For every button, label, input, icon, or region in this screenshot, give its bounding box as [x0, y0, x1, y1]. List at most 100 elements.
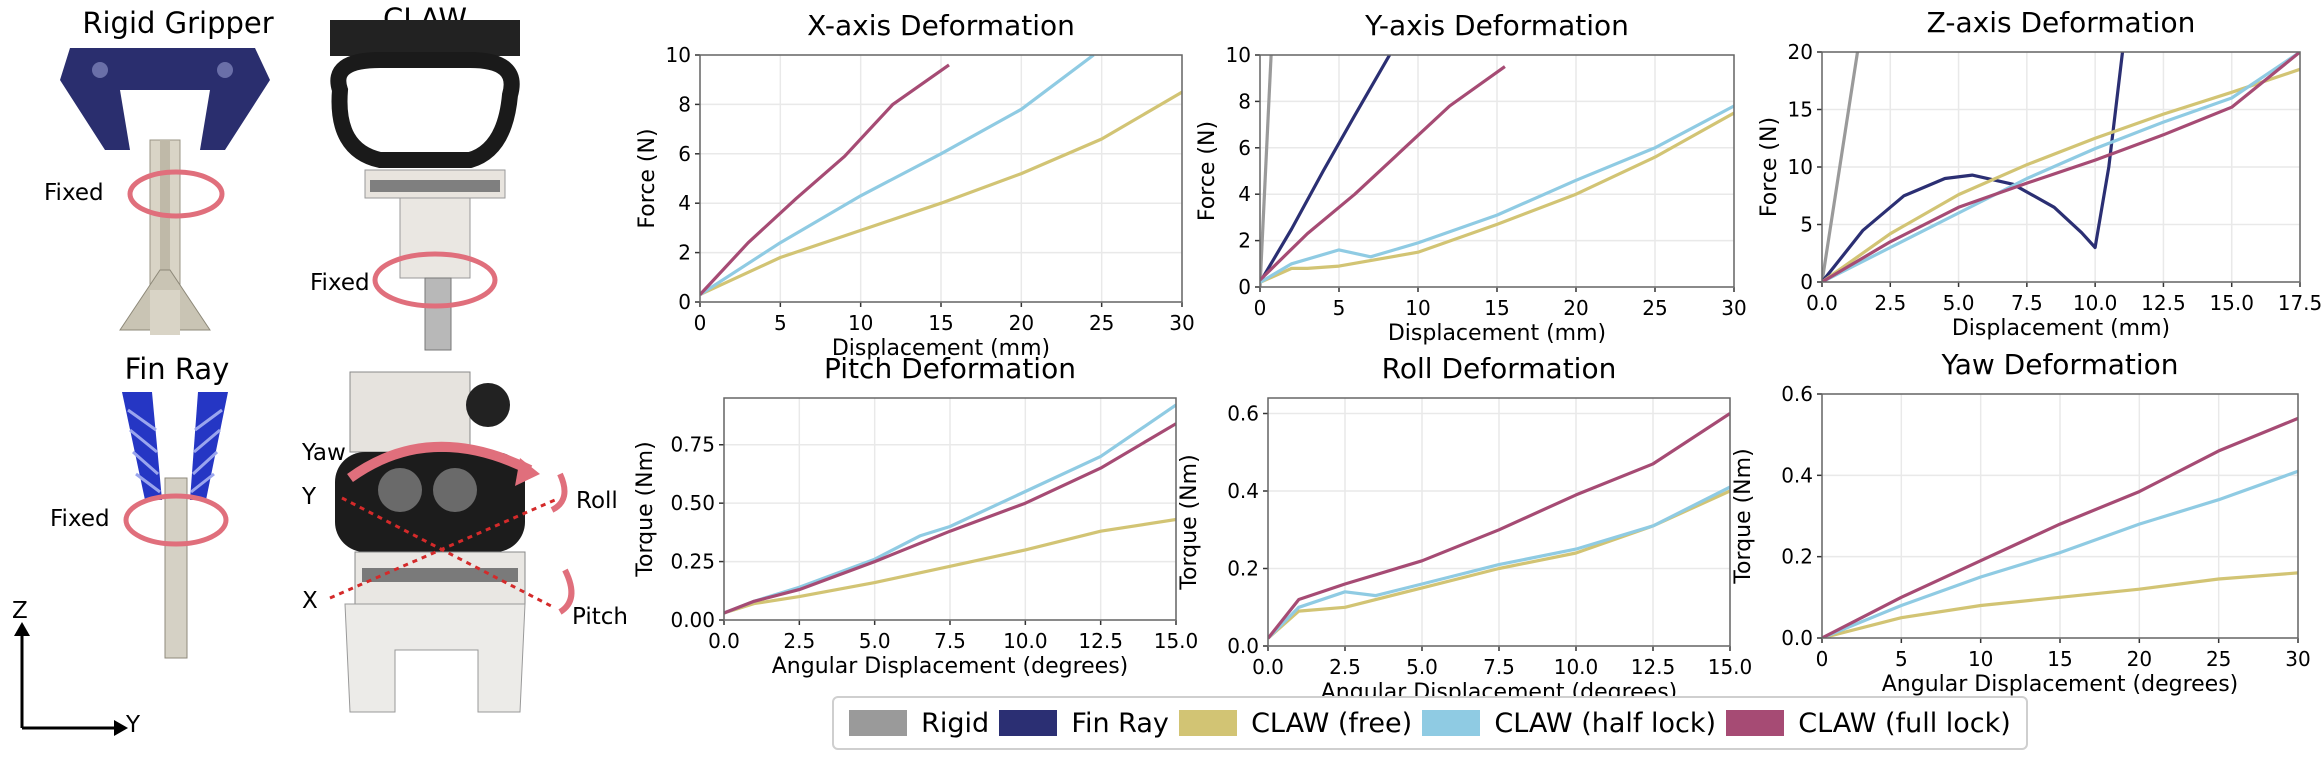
y-axis-label: Torque (Nm) — [1177, 454, 1202, 590]
x-axis-label: Angular Displacement (degrees) — [1882, 672, 2239, 697]
y-tick-label: 8 — [678, 92, 691, 116]
axis-z-label: Z — [12, 598, 28, 624]
y-tick-label: 0.2 — [1227, 557, 1259, 581]
fin-ray-image — [122, 392, 228, 659]
fixed-label-finray: Fixed — [50, 506, 110, 532]
series-line-rigid — [1260, 55, 1273, 287]
rigid-gripper-title: Rigid Gripper — [82, 6, 274, 40]
x-tick-label: 12.5 — [1078, 629, 1123, 653]
fixed-label-claw: Fixed — [310, 270, 370, 296]
series-line-full — [1268, 412, 1730, 640]
x-tick-label: 5.0 — [1406, 655, 1438, 679]
y-tick-label: 4 — [678, 191, 691, 215]
legend-label: Rigid — [921, 707, 990, 739]
claw-image-top — [330, 20, 520, 351]
chart-title: Z-axis Deformation — [1927, 6, 2196, 39]
y-axis-label: Torque (Nm) — [633, 441, 658, 577]
series-line-free — [1822, 67, 2300, 282]
series-line-full — [1822, 52, 2300, 282]
plot-frame — [1821, 51, 2301, 283]
y-tick-label: 5 — [1800, 213, 1813, 237]
x-tick-label: 0.0 — [1252, 655, 1284, 679]
fixed-circle-rigid — [127, 169, 225, 219]
chart-title: Roll Deformation — [1382, 352, 1617, 385]
y-tick-label: 0.6 — [1227, 402, 1259, 426]
x-tick-label: 15.0 — [1708, 655, 1753, 679]
legend-swatch — [1422, 710, 1481, 736]
chart-2: 0.0 2.5 5.0 7.5 10.0 12.5 15.0 17.5 0 5 10 15 20 Z-ax… — [1757, 6, 2322, 341]
x-tick-label: 10 — [1405, 296, 1430, 320]
claw-image-bottom — [329, 371, 575, 713]
y-tick-label: 0.50 — [670, 491, 715, 515]
y-tick-label: 8 — [1238, 89, 1251, 113]
y-tick-label: 10 — [1226, 43, 1251, 67]
x-tick-label: 15.0 — [2209, 291, 2254, 315]
x-tick-label: 5 — [1333, 296, 1346, 320]
series-line-half — [1268, 485, 1730, 640]
y-tick-label: 6 — [678, 142, 691, 166]
x-tick-label: 5.0 — [1943, 291, 1975, 315]
y-tick-label: 0 — [1800, 270, 1813, 294]
x-tick-label: 0.0 — [708, 629, 740, 653]
fixed-circle-finray — [123, 493, 229, 547]
chart-5: 0 5 10 15 20 25 30 0.0 0.2 0.4 0.6 Yaw Deformation A… — [1731, 348, 2311, 697]
x-tick-label: 2.5 — [1874, 291, 1906, 315]
plot-frame — [1267, 397, 1731, 647]
x-tick-label: 15 — [1484, 296, 1509, 320]
x-axis-label: Angular Displacement (degrees) — [772, 654, 1129, 679]
legend-swatch — [1726, 710, 1785, 736]
series-line-half — [1822, 52, 2300, 282]
y-tick-label: 0 — [1238, 275, 1251, 299]
axes-indicator — [14, 622, 128, 736]
x-tick-label: 12.5 — [2141, 291, 2186, 315]
gripper-illustrations — [14, 20, 575, 736]
chart-title: Yaw Deformation — [1940, 348, 2178, 381]
x-tick-label: 15.0 — [1154, 629, 1199, 653]
x-tick-label: 30 — [2285, 647, 2310, 671]
x-tick-label: 15 — [2047, 647, 2072, 671]
series-line-full — [1822, 416, 2298, 638]
x-tick-label: 0.0 — [1806, 291, 1838, 315]
y-axis-label: Force (N) — [635, 128, 660, 228]
y-tick-label: 15 — [1788, 98, 1813, 122]
legend-item-half: CLAW (half lock) — [1422, 708, 1716, 739]
plot-frame — [699, 54, 1183, 303]
legend-item-free: CLAW (free) — [1179, 708, 1412, 739]
x-tick-label: 10 — [1968, 647, 1993, 671]
x-tick-label: 30 — [1169, 311, 1194, 335]
y-axis-label: Force (N) — [1195, 121, 1220, 221]
legend-item-finray: Fin Ray — [999, 708, 1169, 739]
x-tick-label: 10.0 — [2073, 291, 2118, 315]
legend-swatch — [999, 710, 1058, 736]
y-label: Y — [302, 484, 317, 510]
y-tick-label: 10 — [666, 43, 691, 67]
legend-label: CLAW (free) — [1251, 707, 1413, 739]
y-tick-label: 0.4 — [1781, 463, 1813, 487]
fixed-label-rigid: Fixed — [44, 180, 104, 206]
fin-ray-title: Fin Ray — [124, 352, 230, 386]
yaw-label: Yaw — [302, 440, 346, 466]
x-tick-label: 5 — [1895, 647, 1908, 671]
y-tick-label: 0.00 — [670, 608, 715, 632]
plot-frame — [1821, 393, 2299, 639]
x-tick-label: 25 — [1642, 296, 1667, 320]
x-tick-label: 5 — [774, 311, 787, 335]
x-axis-label: Displacement (mm) — [832, 336, 1050, 361]
series-line-free — [1260, 111, 1734, 284]
legend-item-full: CLAW (full lock) — [1726, 708, 2011, 739]
y-tick-label: 0.0 — [1227, 634, 1259, 658]
x-tick-label: 7.5 — [2011, 291, 2043, 315]
chart-title: Pitch Deformation — [824, 352, 1076, 385]
x-tick-label: 2.5 — [1329, 655, 1361, 679]
y-tick-label: 0.4 — [1227, 479, 1259, 503]
legend-swatch — [1179, 710, 1238, 736]
x-tick-label: 15 — [928, 311, 953, 335]
x-axis-label: Angular Displacement (degrees) — [1321, 680, 1678, 700]
x-tick-label: 20 — [1009, 311, 1034, 335]
x-label: X — [302, 588, 318, 614]
chart-3: 0.0 2.5 5.0 7.5 10.0 12.5 15.0 0.00 0.25 0.50 0.75… — [633, 352, 1198, 679]
series-line-free — [724, 517, 1176, 615]
x-tick-label: 25 — [2206, 647, 2231, 671]
y-tick-label: 0 — [678, 290, 691, 314]
series-line-half — [700, 55, 1095, 296]
